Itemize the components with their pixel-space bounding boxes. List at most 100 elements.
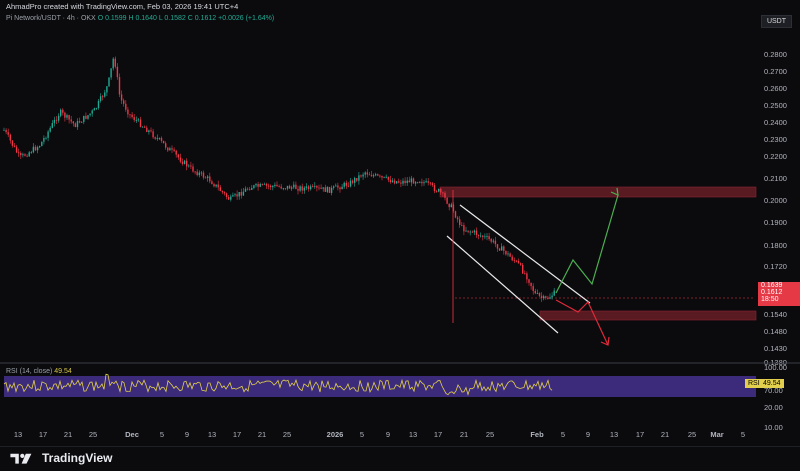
candle-body (402, 180, 404, 184)
candle-body (244, 188, 247, 192)
footer-bar: TradingView (0, 446, 800, 471)
time-tick-label: 21 (258, 430, 266, 439)
candle-body (93, 108, 95, 111)
supply-zone[interactable] (439, 186, 757, 198)
candle-body (15, 146, 18, 153)
candle-body (385, 176, 387, 178)
candle-body (362, 174, 364, 177)
tradingview-logo[interactable]: TradingView (10, 451, 112, 465)
candle-body (391, 180, 394, 183)
candle-body (18, 152, 20, 154)
candle-body (316, 186, 318, 188)
candle-body (39, 146, 41, 148)
rsi-tick-label: 70.00 (764, 386, 783, 395)
candle-body (47, 131, 49, 138)
rsi-tick-label: 10.00 (764, 423, 783, 432)
candle-body (444, 192, 446, 198)
candle-body (377, 174, 379, 176)
rsi-legend-value: 49.54 (54, 368, 72, 375)
bearish-scenario-arrow[interactable] (555, 299, 609, 346)
channel-lower-line[interactable] (446, 235, 559, 334)
last-price-label: 0.1612 (761, 289, 783, 296)
candle-body (492, 240, 494, 242)
candle-body (83, 115, 85, 122)
candle-body (354, 178, 356, 183)
candle-body (433, 185, 436, 192)
candle-body (383, 176, 385, 178)
candle-body (324, 187, 326, 192)
candle-body (139, 119, 142, 127)
candle-body (36, 147, 39, 151)
candle-body (215, 184, 217, 187)
candle-body (81, 121, 83, 123)
candle-body (223, 192, 226, 194)
candle-body (196, 171, 198, 176)
candle-body (110, 68, 112, 78)
candle-body (175, 150, 177, 155)
candle-body (345, 182, 347, 186)
price-tick-label: 0.2700 (764, 67, 787, 76)
candle-body (339, 187, 341, 190)
candle-body (305, 186, 308, 188)
chart-canvas[interactable]: 0.2800 0.2700 0.2600 0.2500 0.2400 0.2300 0.22… (0, 0, 800, 446)
rsi-axis: 100.00 70.00 20.00 10.00 (764, 363, 787, 432)
candle-body (469, 231, 471, 233)
candle-body (286, 185, 289, 189)
candle-body (263, 183, 266, 185)
candle-body (194, 171, 196, 173)
channel-upper-line[interactable] (459, 204, 591, 304)
candle-body (213, 184, 215, 187)
candle-body (291, 187, 293, 189)
candle-body (135, 120, 137, 121)
candle-body (314, 186, 316, 187)
candle-body (440, 188, 442, 193)
candle-body (326, 186, 329, 192)
candle-body (517, 260, 520, 264)
candle-body (186, 160, 188, 167)
time-axis[interactable]: 13 17 21 25 Dec 5 9 13 17 21 25 2026 5 9 13 17 21 25 Feb 5 9… (14, 430, 745, 439)
candle-body (414, 182, 417, 184)
rsi-title[interactable]: RSI (14, close) (6, 368, 53, 375)
candle-body (280, 186, 282, 189)
candle-body (62, 109, 64, 113)
top-bar: AhmadPro created with TradingView.com, F… (0, 0, 800, 14)
candle-body (89, 113, 91, 116)
candle-body (337, 185, 339, 188)
tradingview-logo-icon (10, 453, 32, 464)
price-tick-label: 0.1900 (764, 218, 787, 227)
time-tick-label: 13 (208, 430, 216, 439)
candle-body (372, 175, 375, 177)
candle-body (309, 186, 312, 190)
candle-body (255, 184, 257, 186)
ohlc-open: O 0.1599 (97, 15, 127, 22)
candle-body (320, 187, 322, 189)
candle-body (463, 225, 465, 232)
candle-body (150, 130, 152, 132)
symbol-name[interactable]: Pi Network/USDT · 4h · OKX (6, 15, 96, 22)
candle-body (532, 286, 534, 291)
candle-body (375, 174, 377, 176)
candle-body (207, 176, 209, 179)
candle-body (519, 263, 522, 265)
candle-body (465, 230, 467, 232)
candle-body (74, 123, 77, 128)
bullish-scenario-arrow[interactable] (555, 194, 619, 294)
candle-body (183, 160, 186, 164)
demand-zone[interactable] (539, 310, 757, 321)
candle-body (232, 195, 234, 197)
candle-body (282, 188, 284, 190)
candle-body (3, 129, 5, 131)
candle-body (26, 155, 28, 157)
candle-body (543, 296, 545, 299)
candle-body (505, 250, 507, 255)
candle-body (228, 197, 230, 200)
candle-body (234, 194, 236, 196)
candle-body (160, 137, 163, 141)
candle-body (427, 181, 429, 183)
candle-body (144, 126, 146, 128)
candle-body (330, 187, 333, 193)
currency-button[interactable]: USDT (760, 15, 792, 28)
candle-body (387, 176, 389, 180)
ohlc-close: C 0.1612 (187, 15, 217, 22)
price-axis[interactable]: 0.2800 0.2700 0.2600 0.2500 0.2400 0.2300 0.22… (764, 50, 787, 367)
